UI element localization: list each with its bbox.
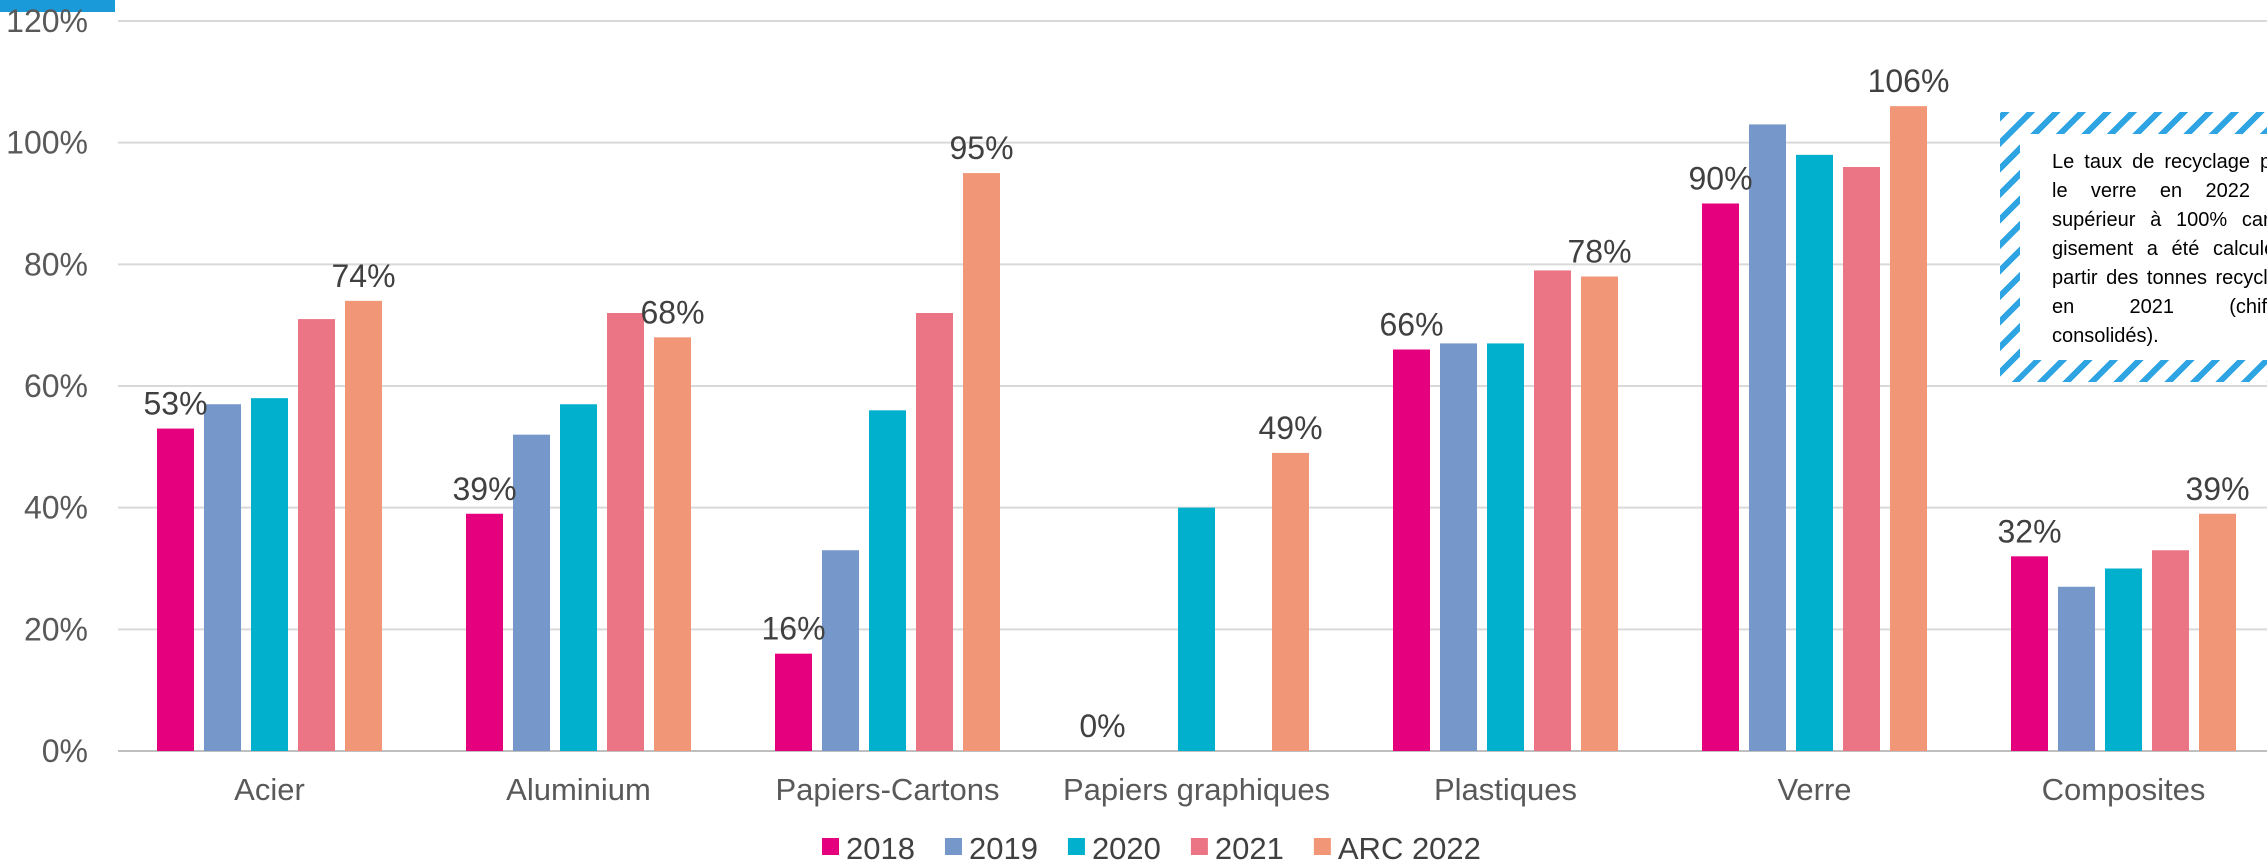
legend-swatch bbox=[1313, 838, 1331, 855]
y-tick-label: 80% bbox=[24, 246, 88, 282]
legend: 2018 2019 2020 2021 ARC 2022 bbox=[822, 831, 1481, 862]
data-label: 68% bbox=[640, 294, 704, 330]
bar-arc-2022 bbox=[1272, 452, 1309, 751]
data-label: 53% bbox=[143, 386, 207, 422]
x-category-label: Acier bbox=[234, 772, 305, 807]
y-tick-label: 120% bbox=[6, 3, 88, 39]
data-label: 66% bbox=[1379, 307, 1443, 343]
annotation-text: Le taux de recyclage pour le verre en 20… bbox=[2020, 134, 2267, 360]
y-tick-label: 60% bbox=[24, 368, 88, 404]
data-label: 39% bbox=[452, 471, 516, 507]
y-tick-label: 100% bbox=[6, 125, 88, 161]
y-tick-label: 40% bbox=[24, 490, 88, 526]
x-category-label: Verre bbox=[1777, 772, 1851, 807]
bar-2021 bbox=[2152, 550, 2189, 751]
legend-swatch bbox=[944, 838, 962, 855]
data-label: 32% bbox=[1997, 513, 2061, 549]
bar-arc-2022 bbox=[963, 173, 1000, 752]
legend-label: 2021 bbox=[1215, 831, 1284, 862]
bar-arc-2022 bbox=[2199, 513, 2236, 751]
data-label: 95% bbox=[949, 130, 1013, 166]
bars bbox=[157, 106, 2236, 752]
y-tick-label: 20% bbox=[24, 611, 88, 647]
bar-arc-2022 bbox=[1890, 106, 1927, 751]
bar-2018 bbox=[1393, 349, 1430, 751]
bar-2019 bbox=[2058, 586, 2095, 751]
data-label: 106% bbox=[1868, 63, 1950, 99]
bar-2020 bbox=[2105, 568, 2142, 751]
data-label: 49% bbox=[1258, 410, 1322, 446]
bar-2021 bbox=[916, 313, 953, 751]
bar-2020 bbox=[560, 404, 597, 751]
bar-2020 bbox=[1487, 343, 1524, 751]
data-label: 0% bbox=[1079, 708, 1125, 744]
bar-2020 bbox=[251, 398, 288, 751]
bar-2018 bbox=[775, 653, 812, 751]
legend-label: 2018 bbox=[846, 831, 915, 862]
x-axis-categories: Acier Aluminium Papiers-Cartons Papiers gra… bbox=[234, 772, 2205, 807]
legend-swatch bbox=[822, 838, 839, 855]
data-label: 16% bbox=[761, 611, 825, 647]
y-tick-label: 0% bbox=[42, 733, 88, 769]
bar-2019 bbox=[1440, 343, 1477, 751]
legend-label: ARC 2022 bbox=[1338, 831, 1481, 862]
bar-2021 bbox=[298, 319, 335, 751]
bar-2018 bbox=[157, 428, 194, 751]
bar-2020 bbox=[1178, 507, 1215, 751]
data-labels: 53% 74% 39% 68% 16% 95% 0% 49% 66% 78% 90% 106% 32% 3… bbox=[143, 63, 2249, 744]
annotation-box: Le taux de recyclage pour le verre en 20… bbox=[2000, 112, 2267, 382]
bar-2021 bbox=[607, 313, 644, 751]
data-label: 78% bbox=[1567, 234, 1631, 270]
x-category-label: Composites bbox=[2042, 772, 2206, 807]
bar-2019 bbox=[204, 404, 241, 751]
x-category-label: Plastiques bbox=[1434, 772, 1577, 807]
bar-2018 bbox=[1702, 203, 1739, 751]
bar-2020 bbox=[1796, 154, 1833, 752]
bar-2020 bbox=[869, 410, 906, 751]
bar-2019 bbox=[1749, 124, 1786, 751]
bar-2018 bbox=[2011, 556, 2048, 751]
legend-swatch bbox=[1190, 838, 1208, 855]
bar-2021 bbox=[1534, 270, 1571, 751]
x-category-label: Aluminium bbox=[506, 772, 651, 807]
y-axis-ticks: 0% 20% 40% 60% 80% 100% 120% bbox=[6, 3, 88, 769]
data-label: 74% bbox=[331, 258, 395, 294]
data-label: 90% bbox=[1688, 161, 1752, 197]
accent-bar bbox=[0, 0, 115, 12]
x-category-label: Papiers-Cartons bbox=[776, 772, 1000, 807]
data-label: 39% bbox=[2185, 471, 2249, 507]
legend-swatch bbox=[1067, 838, 1085, 855]
bar-2019 bbox=[513, 434, 550, 751]
bar-arc-2022 bbox=[1581, 276, 1618, 751]
legend-label: 2019 bbox=[969, 831, 1038, 862]
bar-2018 bbox=[466, 513, 503, 751]
bar-2019 bbox=[822, 550, 859, 751]
bar-2021 bbox=[1843, 167, 1880, 751]
legend-label: 2020 bbox=[1092, 831, 1161, 862]
bar-arc-2022 bbox=[345, 300, 382, 751]
x-category-label: Papiers graphiques bbox=[1063, 772, 1330, 807]
bar-arc-2022 bbox=[654, 337, 691, 751]
